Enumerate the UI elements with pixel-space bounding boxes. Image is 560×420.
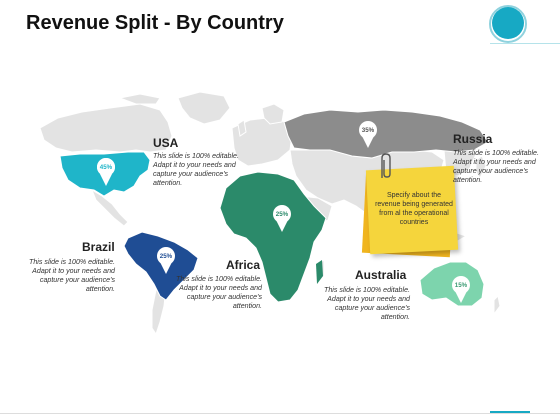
pin-circle: [97, 158, 115, 176]
pin-africa: 25%: [273, 205, 291, 232]
pin-usa: 45%: [97, 158, 116, 186]
russia-title: Russia: [453, 132, 493, 146]
map-pin-icon: [157, 247, 175, 265]
pin-australia-percent: 15%: [455, 282, 468, 289]
africa-title: Africa: [226, 258, 261, 272]
pin-brazil-percent: 25%: [160, 253, 173, 260]
map-pin-icon: [359, 121, 377, 139]
usa-description: This slide is 100% editable. Adapt it to…: [153, 152, 239, 187]
map-pin-icon: [273, 205, 291, 223]
russia-region: [283, 109, 489, 159]
brazil-title: Brazil: [82, 240, 115, 254]
africa-description: This slide is 100% editable. Adapt it to…: [176, 275, 262, 310]
pin-tail: [276, 220, 288, 232]
pin-tail: [362, 136, 374, 148]
brazil-region: [123, 231, 199, 301]
brazil-description: This slide is 100% editable. Adapt it to…: [29, 258, 115, 293]
page-title: Revenue Split - By Country: [26, 12, 284, 34]
arctic-islands-base: [118, 93, 161, 105]
corner-line: [490, 43, 560, 44]
scandinavia-base: [261, 103, 285, 125]
russia-description: This slide is 100% editable. Adapt it to…: [453, 149, 539, 184]
bottom-accent: [490, 411, 530, 413]
north-america-base: [39, 103, 173, 153]
madagascar-region: [316, 260, 323, 284]
pin-tail: [455, 291, 467, 303]
pin-australia: 15%: [452, 276, 470, 303]
pin-russia-percent: 35%: [362, 127, 375, 134]
pin-africa-percent: 25%: [276, 211, 289, 218]
pin-russia: 35%: [359, 121, 377, 148]
uk-base: [237, 119, 247, 137]
pin-usa-percent: 45%: [100, 164, 113, 171]
australia-region: [419, 261, 485, 307]
africa-region: [219, 171, 327, 303]
japan-base: [475, 155, 487, 179]
paperclip-icon: [381, 153, 391, 178]
bottom-divider: [0, 413, 560, 414]
usa-title: USA: [153, 136, 179, 150]
central-america-base: [90, 188, 129, 227]
note-text: Specify about the revenue being generate…: [375, 192, 453, 226]
pin-brazil: 25%: [157, 247, 175, 274]
map-pin-icon: [452, 276, 470, 294]
australia-title: Australia: [355, 268, 407, 282]
new-zealand-base: [493, 294, 501, 316]
pin-tail: [160, 262, 172, 274]
greenland-base: [177, 91, 231, 125]
australia-description: This slide is 100% editable. Adapt it to…: [324, 286, 410, 321]
circle-decoration-icon: [492, 7, 524, 39]
